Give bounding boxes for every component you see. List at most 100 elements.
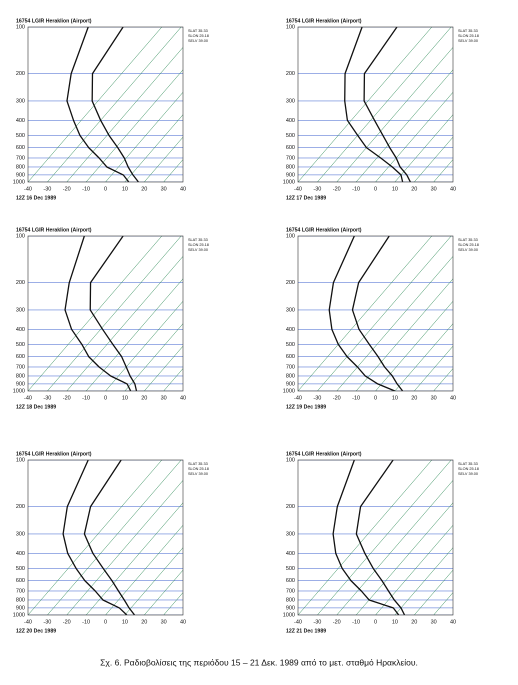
plot-area [28, 27, 183, 182]
y-tick-label: 900 [16, 381, 25, 387]
y-tick-label: 900 [286, 605, 295, 611]
x-tick-label: -20 [63, 186, 71, 192]
x-tick-label: -30 [43, 186, 51, 192]
isotherm [163, 159, 183, 182]
x-tick-label: -30 [313, 395, 321, 401]
x-tick-label: 40 [450, 395, 456, 401]
isotherm [124, 114, 183, 182]
y-tick-label: 200 [16, 280, 25, 286]
y-tick-label: 800 [16, 597, 25, 603]
x-tick-label: 0 [374, 619, 377, 625]
y-tick-label: 600 [286, 354, 295, 360]
panel-date: 12Z 16 Dec 1989 [16, 195, 56, 201]
profile-line [355, 460, 406, 615]
y-tick-label: 400 [286, 551, 295, 557]
x-tick-label: 30 [431, 186, 437, 192]
isotherm [375, 524, 453, 615]
panel-title: 16754 LGIR Heraklion (Airport) [286, 451, 362, 457]
x-tick-label: -10 [352, 619, 360, 625]
x-tick-label: 10 [122, 395, 128, 401]
y-tick-label: 700 [16, 588, 25, 594]
sounding-index: SELV 39.00 [188, 248, 208, 252]
x-tick-label: 40 [450, 619, 456, 625]
x-tick-label: 20 [141, 395, 147, 401]
x-tick-label: 20 [141, 619, 147, 625]
y-tick-label: 700 [16, 155, 25, 161]
sounding-index: SLON 25.18 [458, 34, 479, 38]
profile-line [332, 460, 400, 615]
y-tick-label: 500 [16, 133, 25, 139]
isotherm [414, 345, 453, 391]
y-tick-label: 400 [286, 118, 295, 124]
profile-line [363, 27, 411, 182]
isotherm [394, 114, 453, 182]
y-tick-label: 1000 [13, 179, 25, 185]
panel-title: 16754 LGIR Heraklion (Airport) [16, 18, 92, 24]
profile-line [62, 460, 128, 615]
x-tick-label: 0 [104, 619, 107, 625]
profile-line [91, 27, 139, 182]
sounding-index: SLAT 35.33 [458, 462, 478, 466]
x-tick-label: 20 [411, 186, 417, 192]
x-tick-label: -10 [82, 619, 90, 625]
x-tick-label: 30 [431, 395, 437, 401]
isotherm [336, 479, 453, 615]
profile-line [351, 236, 404, 391]
y-tick-label: 600 [16, 578, 25, 584]
x-tick-label: 30 [161, 395, 167, 401]
plot-frame [297, 26, 454, 183]
x-tick-label: 20 [411, 619, 417, 625]
isotherm [105, 524, 183, 615]
isotherm [298, 460, 433, 615]
y-tick-label: 200 [286, 71, 295, 77]
profile-line [328, 236, 396, 391]
y-tick-label: 900 [286, 381, 295, 387]
plot-area [28, 236, 183, 391]
y-tick-label: 200 [16, 504, 25, 510]
isotherm [144, 345, 183, 391]
y-tick-label: 800 [286, 164, 295, 170]
sounding-index: SLAT 35.33 [188, 462, 208, 466]
x-tick-label: -20 [333, 186, 341, 192]
x-tick-label: -40 [24, 619, 32, 625]
y-tick-label: 1000 [283, 179, 295, 185]
x-tick-label: -20 [333, 619, 341, 625]
y-tick-label: 1000 [13, 388, 25, 394]
isotherm [452, 614, 453, 615]
y-tick-label: 1000 [283, 388, 295, 394]
isotherm [317, 236, 452, 391]
isotherm [182, 390, 183, 391]
x-tick-label: 10 [392, 395, 398, 401]
y-tick-label: 400 [16, 551, 25, 557]
y-tick-label: 400 [286, 327, 295, 333]
y-tick-label: 300 [16, 307, 25, 313]
x-tick-label: 10 [122, 619, 128, 625]
y-tick-label: 300 [16, 98, 25, 104]
plot-frame [297, 235, 454, 392]
isotherm [375, 91, 453, 182]
y-tick-label: 600 [286, 578, 295, 584]
profile-line [89, 236, 138, 391]
plot-area [298, 27, 453, 182]
x-tick-label: 10 [392, 619, 398, 625]
y-tick-label: 1000 [283, 612, 295, 618]
panel-date: 12Z 21 Dec 1989 [286, 628, 326, 634]
sounding-index: SELV 39.00 [458, 39, 478, 43]
isotherm [28, 236, 163, 391]
panel-title: 16754 LGIR Heraklion (Airport) [16, 227, 92, 233]
y-tick-label: 900 [286, 172, 295, 178]
y-tick-label: 500 [16, 342, 25, 348]
isotherm [317, 460, 452, 615]
x-tick-label: 30 [431, 619, 437, 625]
x-tick-label: 0 [374, 395, 377, 401]
x-tick-label: -10 [352, 186, 360, 192]
sounding-index: SLON 25.18 [188, 467, 209, 471]
x-tick-label: 20 [411, 395, 417, 401]
sounding-index: SLON 25.18 [458, 243, 479, 247]
y-tick-label: 100 [16, 233, 25, 239]
x-tick-label: 10 [392, 186, 398, 192]
panel-date: 12Z 19 Dec 1989 [286, 404, 326, 410]
isotherm [355, 278, 453, 391]
sounding-index: SELV 39.00 [458, 472, 478, 476]
